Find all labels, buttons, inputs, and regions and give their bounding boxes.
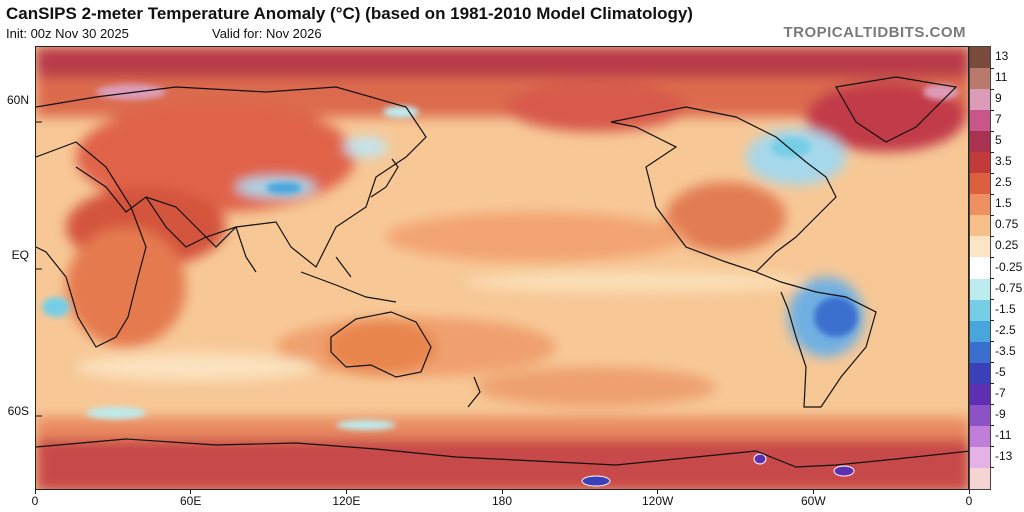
- longitude-tick: [34, 490, 36, 494]
- colorbar-cell: [970, 89, 990, 111]
- frame-ticks: [36, 121, 42, 417]
- colorbar-cell: [970, 68, 990, 90]
- valid-time: Valid for: Nov 2026: [212, 26, 322, 41]
- colorbar-label: -0.75: [995, 280, 1023, 295]
- colorbar-tick: [990, 362, 994, 364]
- colorbar-cell: [970, 257, 990, 280]
- longitude-label: 180: [491, 494, 513, 508]
- cold-spot-marker: [833, 465, 855, 477]
- colorbar-label: 1.5: [995, 196, 1012, 211]
- chart-title: CanSIPS 2-meter Temperature Anomaly (°C)…: [6, 4, 693, 23]
- colorbar-label: 11: [995, 70, 1008, 85]
- colorbar-tick: [990, 88, 994, 90]
- longitude-label: 60E: [179, 494, 202, 508]
- colorbar-tick: [990, 193, 994, 195]
- colorbar-tick: [990, 341, 994, 343]
- longitude-tick: [345, 490, 347, 494]
- colorbar-tick: [990, 172, 994, 174]
- colorbar-tick: [990, 404, 994, 406]
- colorbar-label: 0.75: [995, 217, 1019, 232]
- colorbar-label: 3.5: [995, 154, 1012, 169]
- colorbar-tick: [990, 67, 994, 69]
- longitude-tick: [190, 490, 192, 494]
- cold-spot-marker: [581, 475, 611, 487]
- colorbar-label: 9: [995, 91, 1002, 106]
- longitude-tick: [968, 490, 970, 494]
- colorbar-label: -5: [995, 364, 1006, 379]
- colorbar-tick: [990, 256, 994, 258]
- longitude-tick: [812, 490, 814, 494]
- latitude-label: 60N: [6, 92, 29, 107]
- colorbar-cell: [970, 446, 990, 469]
- colorbar-label: -11: [995, 427, 1012, 442]
- colorbar-cell: [970, 404, 990, 427]
- colorbar-tick: [990, 109, 994, 111]
- colorbar-tick: [990, 299, 994, 301]
- colorbar-label: 5: [995, 133, 1002, 148]
- colorbar-tick: [990, 278, 994, 280]
- colorbar-label: -1.5: [995, 301, 1016, 316]
- colorbar-label: -2.5: [995, 322, 1016, 337]
- colorbar-cell: [970, 383, 990, 406]
- colorbar-cell: [970, 152, 990, 174]
- colorbar-label: 2.5: [995, 175, 1012, 190]
- colorbar-tick: [990, 235, 994, 237]
- colorbar-cell: [970, 194, 990, 216]
- colorbar-tick: [990, 214, 994, 216]
- colorbar-tick: [990, 446, 994, 448]
- longitude-label: 60W: [800, 494, 826, 508]
- colorbar-cell: [970, 236, 990, 258]
- init-time: Init: 00z Nov 30 2025: [6, 26, 129, 41]
- source-watermark: TROPICALTIDBITS.COM: [783, 24, 966, 41]
- colorbar-tick: [990, 320, 994, 322]
- longitude-label: 0: [965, 494, 973, 508]
- colorbar-label: -3.5: [995, 343, 1016, 358]
- longitude-label: 120W: [641, 494, 674, 508]
- colorbar-cell: [970, 467, 990, 490]
- colorbar-tick: [990, 383, 994, 385]
- colorbar-tick: [990, 151, 994, 153]
- colorbar-cell: [970, 320, 990, 343]
- colorbar-cell: [970, 47, 990, 69]
- colorbar-cell: [970, 173, 990, 195]
- cold-spot-marker: [753, 453, 767, 465]
- colorbar-label: -9: [995, 406, 1006, 421]
- colorbar-label: 7: [995, 112, 1002, 127]
- colorbar-label: 0.25: [995, 238, 1019, 253]
- colorbar-cell: [970, 299, 990, 322]
- anomaly-map: [35, 46, 969, 490]
- longitude-label: 0: [31, 494, 39, 508]
- colorbar-tick: [990, 130, 994, 132]
- colorbar-tick: [990, 467, 994, 469]
- colorbar-cell: [970, 110, 990, 132]
- colorbar-cell: [970, 278, 990, 301]
- latitude-label: EQ: [11, 248, 29, 263]
- colorbar-cell: [970, 215, 990, 237]
- longitude-tick: [657, 490, 659, 494]
- colorbar-cell: [970, 131, 990, 153]
- latitude-label: 60S: [7, 404, 29, 419]
- colorbar: [969, 46, 991, 490]
- longitude-tick: [501, 490, 503, 494]
- coastlines: [36, 76, 968, 468]
- colorbar-tick: [990, 425, 994, 427]
- colorbar-label: -0.25: [995, 259, 1023, 274]
- longitude-label: 120E: [332, 494, 361, 508]
- colorbar-cell: [970, 425, 990, 448]
- colorbar-label: -7: [995, 385, 1006, 400]
- anomaly-shading: [36, 47, 968, 489]
- map-graphic: [36, 47, 968, 489]
- colorbar-cell: [970, 362, 990, 385]
- subtitle-row: Init: 00z Nov 30 2025 Valid for: Nov 202…: [6, 24, 966, 42]
- colorbar-label: -13: [995, 448, 1013, 463]
- colorbar-cell: [970, 341, 990, 364]
- anomaly-highlights: [42, 84, 959, 430]
- colorbar-label: 13: [995, 49, 1009, 64]
